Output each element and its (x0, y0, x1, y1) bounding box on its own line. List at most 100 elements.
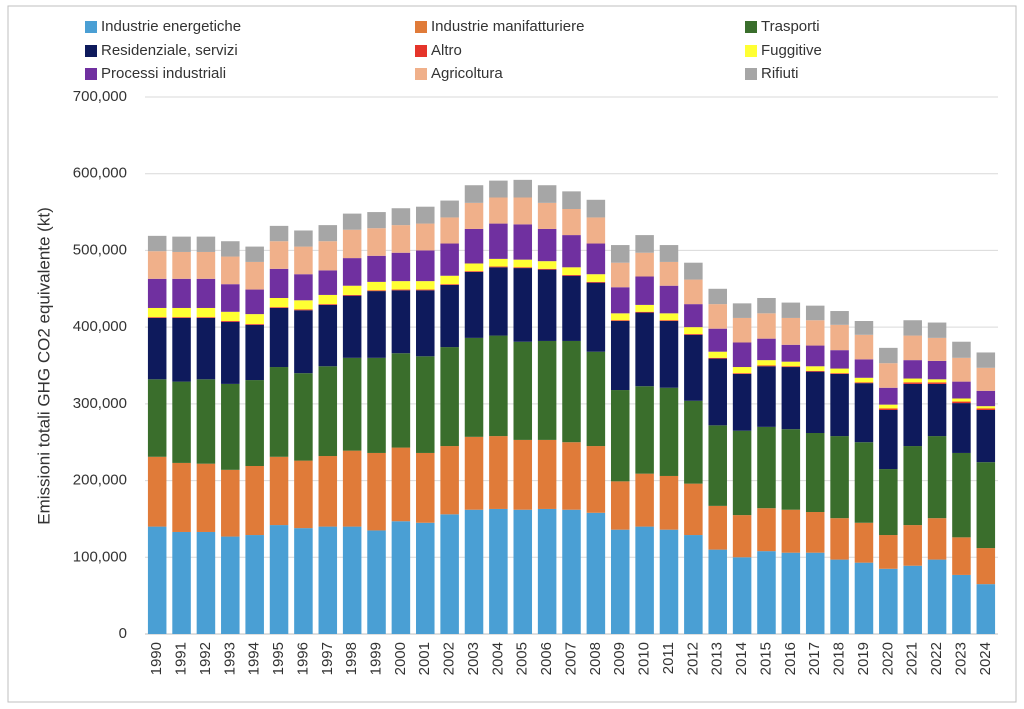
legend-label: Trasporti (761, 18, 820, 35)
bar-segment (562, 442, 581, 510)
x-tick-label: 2002 (441, 642, 458, 675)
bar-segment (830, 436, 849, 519)
bar-segment (489, 267, 508, 336)
bar-segment (879, 409, 898, 470)
bar-segment (245, 246, 264, 262)
bar-segment (245, 465, 264, 536)
legend-swatch (85, 21, 97, 33)
bar-segment (757, 338, 776, 361)
bar-segment (586, 282, 606, 352)
bar-segment (269, 297, 289, 308)
bar-segment (586, 243, 606, 275)
bar-segment (294, 309, 313, 311)
bar-segment (659, 321, 679, 388)
bar-segment (610, 481, 630, 530)
bar-segment (781, 344, 801, 362)
bar-segment (342, 295, 362, 358)
bar-segment (879, 363, 898, 388)
bar-segment (586, 351, 606, 447)
bar-segment (342, 294, 362, 296)
bar-segment (781, 366, 801, 368)
bar-segment (805, 366, 825, 371)
bar-segment (805, 371, 825, 434)
bar-segment (391, 225, 411, 253)
bar-segment (172, 236, 191, 252)
chart-border (7, 5, 1017, 703)
bar-segment (659, 285, 679, 314)
bar-segment (245, 261, 264, 290)
bar-segment (708, 357, 727, 359)
bar-segment (635, 386, 654, 474)
bar-segment (684, 262, 703, 280)
bar-segment (562, 267, 581, 275)
x-tick-label: 1994 (246, 642, 263, 675)
bar-segment (513, 268, 533, 342)
bar-segment (269, 456, 289, 526)
bar-segment (562, 340, 581, 443)
bar-segment (196, 317, 216, 380)
bar-segment (147, 235, 167, 252)
bar-segment (513, 509, 533, 634)
bar-segment (391, 353, 411, 448)
legend-swatch (415, 68, 427, 80)
bar-segment (659, 475, 679, 530)
bar-segment (976, 408, 996, 410)
bar-segment (464, 202, 484, 229)
bar-segment (586, 446, 606, 513)
bar-segment (854, 321, 874, 335)
bar-segment (416, 452, 435, 523)
bar-segment (586, 281, 606, 283)
bar-segment (221, 536, 240, 634)
bar-segment (684, 400, 703, 484)
x-tick-label: 2020 (879, 642, 896, 675)
bar-segment (610, 262, 630, 288)
bar-segment (927, 383, 947, 437)
bar-segment (269, 241, 289, 269)
legend-label: Industrie manifatturiere (431, 18, 584, 35)
bar-segment (537, 439, 557, 509)
bar-segment (221, 469, 240, 537)
bar-segment (464, 263, 484, 272)
bar-segment (684, 334, 703, 401)
x-tick-label: 2008 (587, 642, 604, 675)
bar-segment (830, 559, 849, 634)
x-tick-label: 2015 (757, 642, 774, 675)
legend-swatch (745, 21, 757, 33)
x-tick-label: 2011 (660, 642, 677, 674)
bar-segment (172, 278, 191, 308)
bar-segment (342, 258, 362, 286)
x-tick-label: 2014 (733, 642, 750, 675)
bar-segment (221, 321, 240, 384)
bar-segment (976, 390, 996, 407)
bar-segment (416, 250, 435, 282)
bar-segment (440, 243, 459, 276)
bar-segment (391, 281, 411, 290)
bar-segment (318, 304, 338, 367)
bar-segment (513, 267, 533, 269)
bar-segment (221, 241, 240, 257)
bar-segment (708, 328, 727, 352)
bar-segment (562, 191, 581, 210)
bar-segment (805, 552, 825, 634)
bar-segment (245, 314, 264, 325)
y-tick-label: 700,000 (73, 88, 127, 105)
bar-segment (659, 245, 679, 262)
bar-segment (245, 289, 264, 315)
bar-segment (440, 284, 459, 348)
bar-segment (245, 380, 264, 466)
bar-segment (367, 228, 386, 256)
bar-segment (562, 274, 581, 276)
bar-segment (684, 304, 703, 328)
bar-segment (221, 311, 240, 322)
legend-label: Fuggitive (761, 42, 822, 59)
bar-segment (367, 255, 386, 282)
bar-segment (757, 313, 776, 339)
y-tick-label: 200,000 (73, 472, 127, 489)
bar-segment (367, 212, 386, 229)
bar-segment (879, 469, 898, 536)
bar-segment (635, 235, 654, 253)
x-tick-label: 1991 (173, 642, 190, 675)
bar-segment (635, 252, 654, 277)
bar-segment (879, 535, 898, 569)
bar-segment (805, 345, 825, 367)
